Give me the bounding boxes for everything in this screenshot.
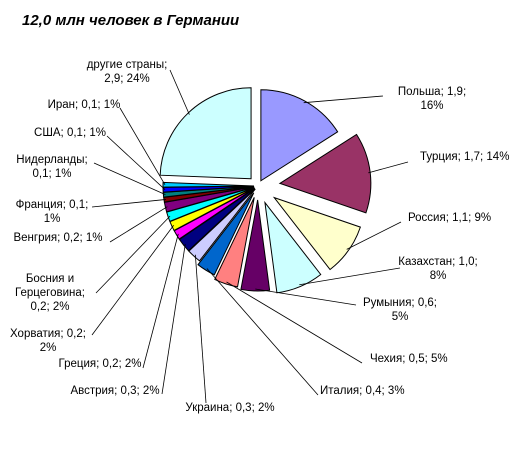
leader-line — [93, 162, 166, 195]
leader-line — [299, 267, 401, 286]
pie-slice — [260, 89, 339, 182]
leader-line — [142, 233, 179, 369]
slice-label: Италия; 0,4; 3% — [320, 385, 405, 397]
pie-slice — [240, 199, 271, 292]
pie-slice — [162, 181, 255, 188]
slice-label: Хорватия; 0,2; 2% — [10, 328, 86, 354]
pie-slice — [272, 196, 361, 271]
slice-label: Польша; 1,9; 16% — [398, 86, 466, 112]
leader-line — [303, 95, 384, 104]
slice-label: Босния и Герцеговина; 0,2; 2% — [15, 273, 85, 313]
leader-line — [346, 221, 402, 250]
pie-slice — [178, 188, 256, 252]
slice-label: Греция; 0,2; 2% — [59, 358, 142, 370]
leader-line — [226, 281, 363, 364]
leader-line — [109, 206, 168, 243]
slice-label: Турция; 1,7; 14% — [420, 151, 509, 163]
slice-label: Чехия; 0,5; 5% — [370, 353, 448, 365]
slice-label: Иран; 0,1; 1% — [48, 99, 121, 111]
leader-line — [368, 161, 409, 174]
pie-slice — [188, 188, 256, 262]
pie-slice — [197, 192, 255, 276]
leader-line — [106, 135, 166, 190]
slice-label: Румыния; 0,6; 5% — [363, 297, 437, 323]
slice-label: другие страны; 2,9; 24% — [87, 59, 168, 85]
leader-line — [161, 243, 186, 395]
slice-label: США; 0,1; 1% — [34, 127, 106, 139]
chart-title: 12,0 млн человек в Германии — [22, 12, 240, 29]
pie-slice — [159, 87, 252, 180]
pie-slice — [214, 197, 255, 288]
slice-label: Казахстан; 1,0; 8% — [398, 256, 477, 282]
leader-line — [169, 69, 190, 115]
leader-line — [119, 107, 166, 185]
leader-line — [95, 215, 171, 294]
leader-line — [194, 254, 207, 404]
slice-label: Австрия; 0,3; 2% — [70, 385, 159, 397]
slice-label: Нидерланды; 0,1; 1% — [16, 154, 87, 180]
slice-label: Украина; 0,3; 2% — [185, 402, 274, 414]
slice-label: Франция; 0,1; 1% — [16, 199, 89, 225]
slice-label: Венгрия; 0,2; 1% — [13, 232, 102, 244]
leader-line — [91, 225, 175, 336]
leader-line — [206, 268, 319, 396]
leader-line — [255, 288, 357, 306]
leader-line — [91, 199, 167, 208]
slice-label: Россия; 1,1; 9% — [408, 212, 491, 224]
